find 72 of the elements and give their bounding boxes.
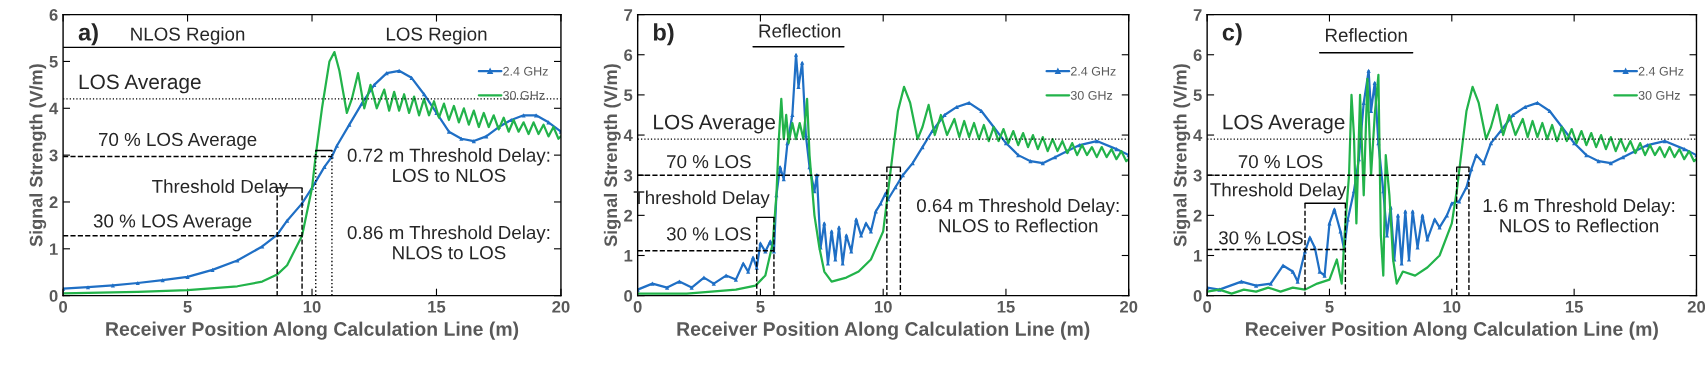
annotation: 0.72 m Threshold Delay: LOS to NLOS	[347, 148, 550, 183]
annotation: 30 % LOS	[666, 227, 751, 241]
y-tick-label: 3	[1193, 169, 1202, 182]
x-tick-label: 15	[1565, 301, 1583, 313]
y-tick-label: 4	[1193, 129, 1203, 142]
annotation: LOS Region	[386, 26, 487, 45]
annotation: Threshold Delay	[152, 179, 289, 197]
x-tick-label: 0	[1203, 300, 1212, 313]
annotation: 0.86 m Threshold Delay: NLOS to LOS	[347, 225, 550, 260]
y-tick-label: 1	[624, 250, 633, 262]
annotation: 30 % LOS Average	[93, 214, 252, 232]
annotation: Reflection	[1326, 28, 1407, 42]
annotation: a)	[78, 23, 98, 46]
x-tick-label: 5	[183, 301, 192, 313]
legend-label: 30 GHz	[1070, 90, 1113, 100]
x-tick-label: 5	[756, 301, 765, 313]
x-tick-label: 0	[59, 300, 68, 313]
y-tick-label: 2	[1193, 209, 1202, 222]
x-tick-label: 15	[997, 301, 1015, 313]
y-tick-label: 3	[49, 149, 58, 162]
annotation: 1.6 m Threshold Delay: NLOS to Reflection	[1483, 198, 1675, 233]
y-tick-label: 0	[49, 290, 58, 302]
y-tick-label: 2	[624, 209, 633, 222]
y-tick-label: 3	[623, 169, 633, 182]
annotation: 0.64 m Threshold Delay: NLOS to Reflection	[917, 198, 1119, 233]
legend-label: 30 GHz	[503, 90, 545, 100]
legend-label: 2.4 GHz	[1638, 66, 1684, 76]
y-tick-label: 7	[1193, 9, 1202, 21]
annotation: 70 % LOS Average	[98, 132, 257, 150]
legend-label: 2.4 GHz	[1070, 66, 1116, 76]
ref-line-label: LOS Average	[654, 114, 776, 134]
y-tick-label: 5	[624, 89, 633, 102]
annotation: b)	[653, 23, 674, 46]
y-tick-label: 0	[1193, 290, 1202, 302]
y-tick-label: 6	[49, 9, 58, 21]
ref-line-label: LOS Average	[1223, 114, 1345, 134]
y-tick-label: 4	[623, 129, 633, 142]
x-tick-label: 15	[428, 301, 446, 313]
annotation: 70 % LOS	[1238, 155, 1323, 169]
x-axis-title: Receiver Position Along Calculation Line (m)	[106, 321, 519, 340]
x-tick-label: 10	[874, 300, 892, 313]
annotation: 30 % LOS	[1218, 231, 1303, 245]
annotation: 70 % LOS	[667, 155, 751, 169]
y-tick-label: 7	[624, 9, 633, 21]
x-tick-label: 20	[1120, 300, 1138, 313]
x-tick-label: 20	[552, 300, 570, 313]
legend-label: 30 GHz	[1638, 90, 1680, 100]
x-axis-title: Receiver Position Along Calculation Line (m)	[677, 321, 1090, 340]
y-tick-label: 4	[49, 102, 59, 115]
y-tick-label: 0	[624, 290, 633, 302]
x-tick-label: 0	[633, 300, 642, 313]
annotation: Reflection	[759, 23, 841, 38]
x-tick-label: 5	[1325, 301, 1334, 313]
y-tick-label: 5	[1193, 89, 1202, 102]
y-axis-title: Signal Strength (V/m)	[1173, 64, 1191, 247]
y-tick-label: 6	[1193, 49, 1202, 61]
y-axis-title: Signal Strength (V/m)	[603, 64, 621, 247]
y-tick-label: 1	[1194, 250, 1202, 262]
y-axis-title: Signal Strength (V/m)	[29, 64, 47, 247]
legend-label: 2.4 GHz	[503, 66, 548, 76]
y-tick-label: 6	[624, 49, 633, 61]
annotation: NLOS Region	[131, 26, 245, 45]
x-tick-label: 20	[1687, 300, 1705, 313]
x-tick-label: 10	[1443, 300, 1461, 313]
annotation: c)	[1222, 23, 1242, 46]
y-tick-label: 5	[49, 56, 58, 68]
x-tick-label: 10	[303, 300, 321, 313]
x-axis-title: Receiver Position Along Calculation Line (m)	[1246, 321, 1658, 340]
ref-line-label: LOS Average	[79, 74, 201, 94]
annotation: Threshold Delay	[1210, 182, 1347, 201]
y-tick-label: 2	[49, 196, 58, 209]
y-tick-label: 1	[50, 243, 58, 255]
